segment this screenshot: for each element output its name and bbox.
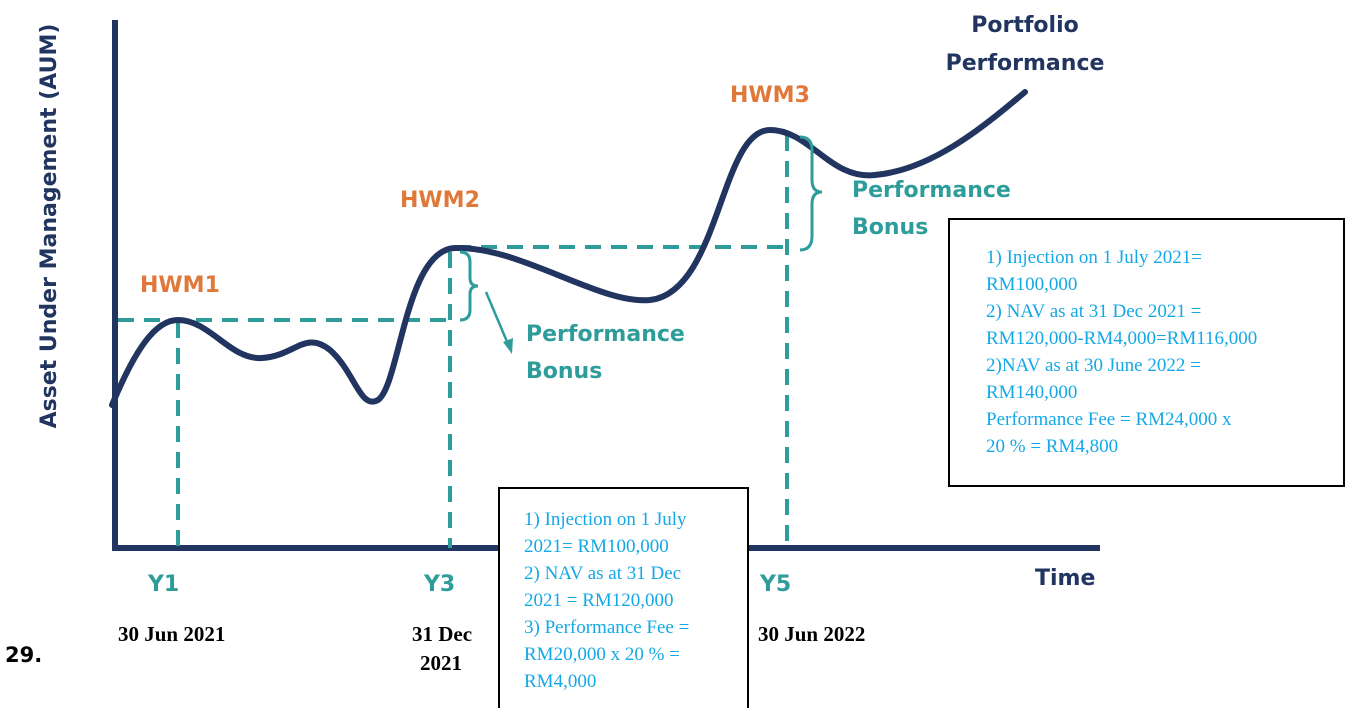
note-line: 3) Performance Fee = [524, 617, 689, 638]
note-line: RM20,000 x 20 % = [524, 644, 680, 665]
note-box [498, 487, 749, 708]
brace [799, 135, 823, 252]
dashed-guides [118, 135, 789, 548]
bonus-label: Performance [526, 322, 685, 347]
arrow-head [503, 338, 513, 354]
curve-label: Portfolio [971, 13, 1079, 38]
hwm-label: HWM2 [400, 188, 480, 213]
y-axis-label: Asset Under Management (AUM) [37, 24, 62, 429]
note-box [948, 218, 1345, 487]
note-line: 2) NAV as at 31 Dec 2021 = [986, 301, 1201, 322]
note-line: 2) NAV as at 31 Dec [524, 563, 681, 584]
note-line: RM140,000 [986, 382, 1077, 403]
item-number: 29. [5, 643, 42, 667]
date-label: 31 Dec [412, 622, 472, 646]
arrow [484, 291, 510, 345]
bonus-label: Performance [852, 178, 1011, 203]
curve-label: Performance [946, 51, 1105, 76]
note-text: 1) Injection on 1 July 2021= RM100,000 2) … [524, 509, 689, 692]
note-line: 2021 = RM120,000 [524, 590, 674, 611]
bonus-label: Bonus [852, 215, 928, 240]
period-label: Y3 [423, 572, 455, 597]
note-line: RM100,000 [986, 274, 1077, 295]
note-line: 20 % = RM4,800 [986, 436, 1118, 457]
note-line: 2)NAV as at 30 June 2022 = [986, 355, 1201, 376]
note-line: 1) Injection on 1 July 2021= [986, 247, 1202, 268]
period-label: Y5 [759, 572, 791, 597]
period-label: Y1 [147, 572, 179, 597]
performance-curve [109, 89, 1028, 408]
brace [459, 250, 479, 322]
x-axis-label: Time [1035, 566, 1095, 591]
note-line: 2021= RM100,000 [524, 536, 669, 557]
note-line: Performance Fee = RM24,000 x [986, 409, 1232, 430]
hwm-label: HWM1 [140, 273, 220, 298]
hwm-label: HWM3 [730, 83, 810, 108]
note-line: RM4,000 [524, 671, 596, 692]
date-label: 30 Jun 2022 [758, 622, 865, 646]
note-line: RM120,000-RM4,000=RM116,000 [986, 328, 1257, 349]
date-label: 2021 [420, 651, 462, 675]
bonus-label: Bonus [526, 359, 602, 384]
note-text: 1) Injection on 1 July 2021= RM100,000 2) … [986, 247, 1257, 457]
date-label: 30 Jun 2021 [118, 622, 225, 646]
note-line: 1) Injection on 1 July [524, 509, 687, 530]
